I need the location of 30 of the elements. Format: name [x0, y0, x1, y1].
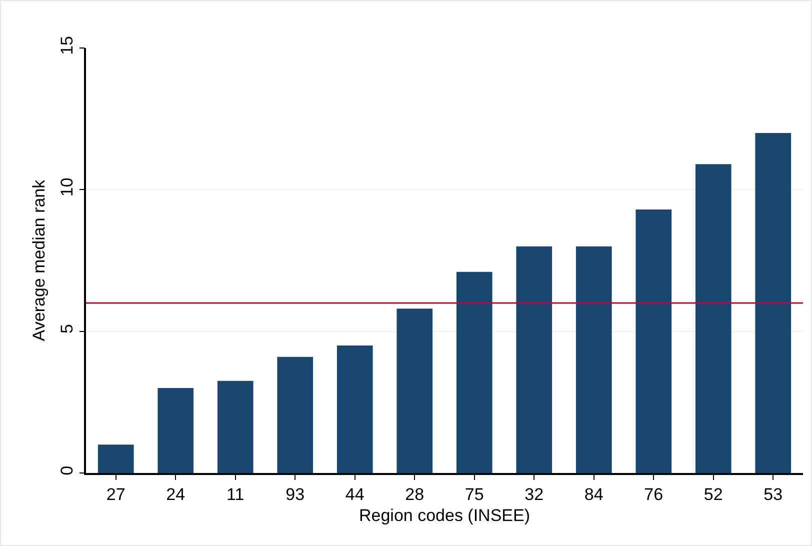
bar	[98, 444, 134, 473]
x-tick-label: 44	[345, 485, 364, 504]
bar	[576, 246, 612, 473]
bar	[336, 346, 373, 473]
x-tick-label: 52	[704, 485, 723, 504]
x-tick-label: 84	[584, 485, 604, 504]
x-tick-label: 28	[405, 485, 424, 504]
bar	[277, 356, 314, 473]
x-tick-label: 93	[286, 485, 305, 504]
bar	[158, 388, 194, 473]
y-tick-label: 5	[57, 324, 76, 334]
bar	[755, 133, 792, 473]
y-tick-label: 0	[57, 466, 76, 476]
bar	[516, 246, 552, 473]
y-axis-title: Average median rank	[30, 179, 48, 342]
y-tick-label: 15	[57, 36, 76, 55]
x-axis-title: Region codes (INSEE)	[358, 506, 530, 526]
y-tick-label: 10	[57, 178, 76, 197]
x-tick-label: 11	[226, 485, 244, 504]
bar	[456, 272, 492, 473]
x-tick-label: 53	[764, 485, 783, 504]
x-tick-label: 76	[644, 485, 664, 504]
bar	[636, 210, 672, 473]
x-tick-label: 24	[166, 485, 186, 504]
x-tick-label: 32	[524, 485, 544, 504]
x-tick-label: 27	[106, 485, 126, 504]
bar	[695, 164, 732, 473]
x-tick-label: 75	[464, 485, 484, 504]
bar	[396, 308, 433, 473]
bar	[217, 380, 254, 473]
